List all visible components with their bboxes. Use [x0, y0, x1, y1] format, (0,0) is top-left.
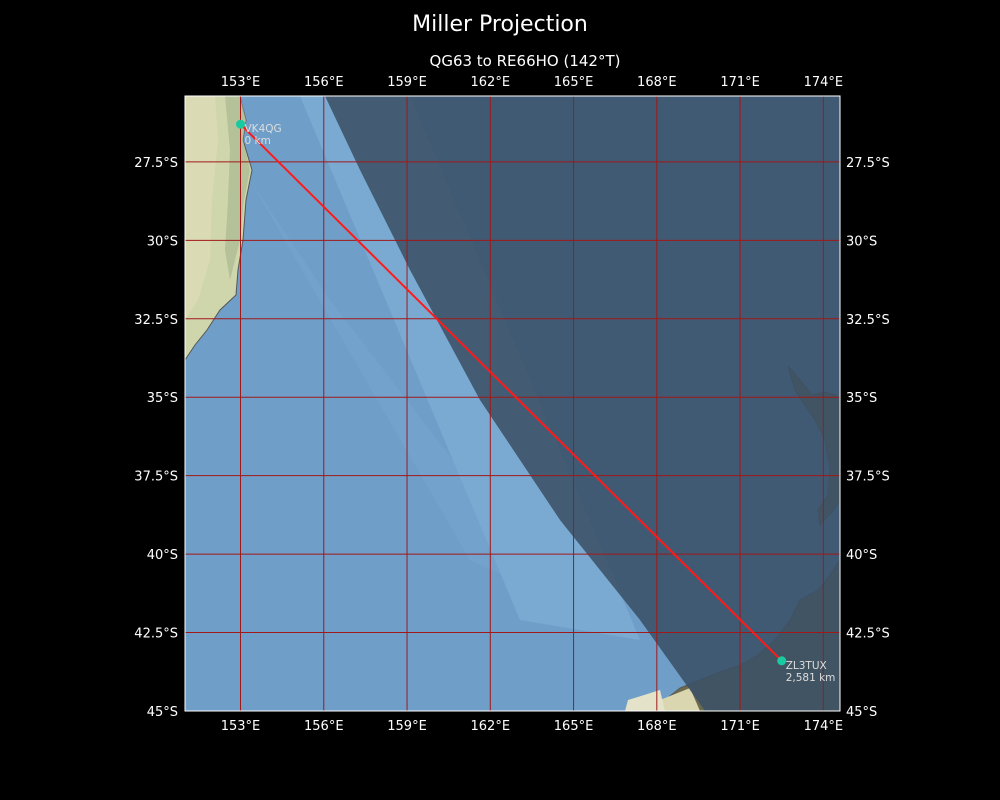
- station-marker-origin[interactable]: [236, 119, 246, 129]
- lon-tick-label-bottom: 171°E: [720, 719, 760, 734]
- lat-tick-label-left: 40°S: [147, 548, 178, 563]
- lon-tick-label-bottom: 174°E: [804, 719, 844, 734]
- figure-title: Miller Projection: [412, 12, 588, 37]
- station-marker-destination[interactable]: [777, 656, 787, 666]
- lat-tick-label-right: 42.5°S: [846, 627, 890, 642]
- lon-tick-label-bottom: 168°E: [637, 719, 677, 734]
- lat-tick-label-left: 30°S: [147, 234, 178, 249]
- night-shade: [325, 96, 840, 711]
- lat-tick-label-left: 37.5°S: [134, 470, 178, 485]
- australia-inland: [185, 96, 218, 320]
- lon-tick-label-top: 159°E: [387, 75, 427, 90]
- tick-labels: 153°E 153°E 156°E 156°E 159°E 159°E 162°E 162°E…: [134, 75, 889, 734]
- lat-tick-label-left: 35°S: [147, 391, 178, 406]
- lat-tick-label-left: 32.5°S: [134, 313, 178, 328]
- lon-tick-label-top: 153°E: [221, 75, 261, 90]
- lon-tick-label-bottom: 156°E: [304, 719, 344, 734]
- lat-tick-label-right: 35°S: [846, 391, 877, 406]
- station-callsign-label: ZL3TUX: [786, 660, 827, 672]
- nz-south-island-alps-2: [625, 690, 665, 711]
- lat-tick-label-right: 37.5°S: [846, 470, 890, 485]
- map-subtitle: QG63 to RE66HO (142°T): [429, 52, 621, 70]
- lat-tick-label-right: 32.5°S: [846, 313, 890, 328]
- lat-tick-label-left: 27.5°S: [134, 156, 178, 171]
- lon-tick-label-bottom: 165°E: [554, 719, 594, 734]
- lon-tick-label-top: 165°E: [554, 75, 594, 90]
- lon-tick-label-top: 174°E: [804, 75, 844, 90]
- map-area[interactable]: [185, 96, 840, 711]
- lon-tick-label-bottom: 153°E: [221, 719, 261, 734]
- lon-tick-label-top: 156°E: [304, 75, 344, 90]
- lon-tick-label-top: 162°E: [471, 75, 511, 90]
- lon-tick-label-top: 168°E: [637, 75, 677, 90]
- lat-tick-label-left: 45°S: [147, 705, 178, 720]
- lat-tick-label-left: 42.5°S: [134, 627, 178, 642]
- lon-tick-label-bottom: 159°E: [387, 719, 427, 734]
- lat-tick-label-right: 45°S: [846, 705, 877, 720]
- graticule: [185, 96, 840, 711]
- lat-tick-label-right: 30°S: [846, 234, 877, 249]
- station-distance-label: 2,581 km: [786, 672, 836, 684]
- great-circle-path: [239, 123, 783, 662]
- lat-tick-label-right: 27.5°S: [846, 156, 890, 171]
- lon-tick-label-top: 171°E: [720, 75, 760, 90]
- station-distance-label: 0 km: [245, 135, 271, 147]
- australia-coastal-green: [225, 96, 250, 280]
- station-callsign-label: VK4QG: [245, 123, 282, 135]
- map-frame: [184, 95, 841, 712]
- lon-tick-label-bottom: 162°E: [471, 719, 511, 734]
- lat-tick-label-right: 40°S: [846, 548, 877, 563]
